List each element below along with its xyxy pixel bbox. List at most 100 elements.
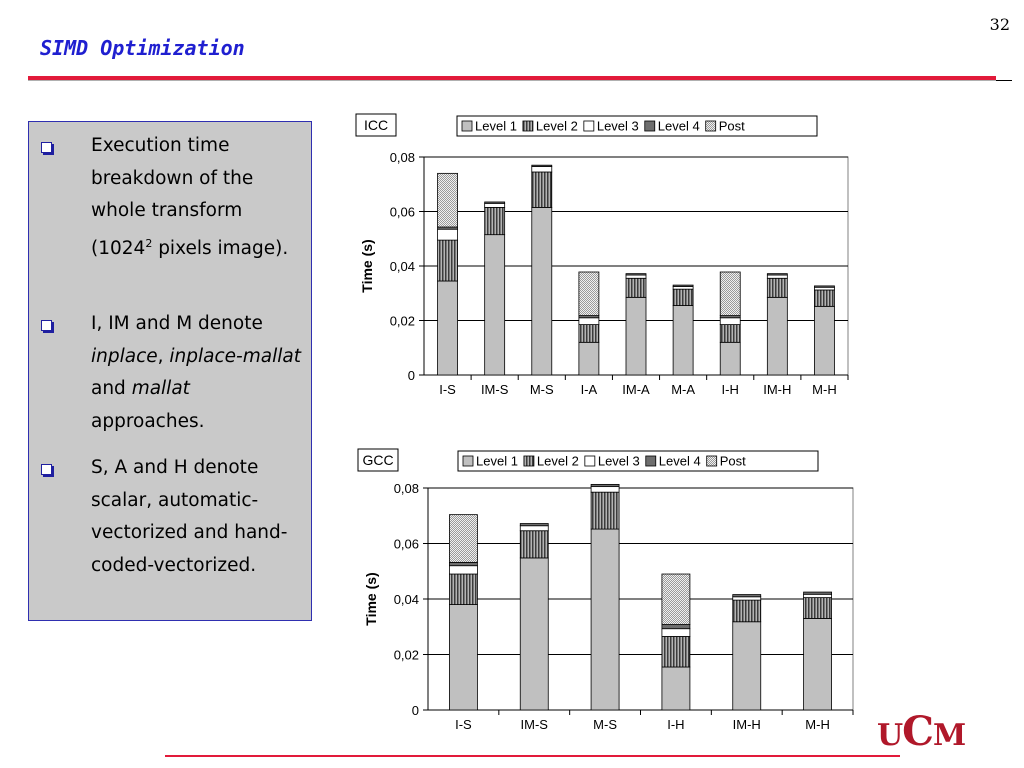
bar-segment xyxy=(484,202,506,208)
y-tick-label: 0,02 xyxy=(394,648,419,663)
bar-segment xyxy=(449,514,478,563)
bullet-text-fragment: pixels image). xyxy=(152,237,289,259)
bar-segment xyxy=(661,628,691,637)
bullet-text-fragment: mallat xyxy=(131,378,190,399)
x-tick-label: M-H xyxy=(812,382,837,397)
x-tick-label: I-S xyxy=(439,382,456,397)
bar-segment xyxy=(449,565,478,575)
bar-segment xyxy=(590,483,620,488)
y-tick-label: 0,06 xyxy=(394,537,419,552)
bar-segment xyxy=(803,593,832,599)
bar-segment xyxy=(531,171,553,208)
y-tick-label: 0,06 xyxy=(390,205,415,220)
ucm-logo-letter: U xyxy=(877,718,903,753)
bar-segment xyxy=(814,286,835,291)
bar-segment xyxy=(484,201,506,204)
bullet-text-fragment: and xyxy=(91,378,132,399)
bar-segment xyxy=(519,525,549,532)
y-tick-label: 0,04 xyxy=(394,592,419,607)
bar-segment xyxy=(625,296,647,376)
legend-label: Level 3 xyxy=(598,454,640,469)
bullet-square-icon xyxy=(41,464,52,475)
x-tick-label: IM-S xyxy=(481,382,509,397)
chart-legend: Level 1 Level 2 Level 3 Level 4 Post xyxy=(457,450,819,472)
bar-segment xyxy=(449,561,478,567)
bullet-text: S, A and H denote scalar, automatic-vect… xyxy=(91,452,306,582)
legend-frame xyxy=(456,115,818,137)
legend-swatch xyxy=(583,120,595,132)
bar-segment xyxy=(437,172,458,228)
bullet-square-icon xyxy=(41,320,52,331)
legend-label: Level 4 xyxy=(658,119,700,134)
x-tick-label: I-A xyxy=(581,382,598,397)
bar-segment xyxy=(449,573,478,605)
legend-frame xyxy=(457,450,819,472)
legend-swatch xyxy=(645,455,657,467)
bar-segment xyxy=(437,228,458,241)
bullet-text: Execution time breakdown of the whole tr… xyxy=(91,130,306,265)
bar-segment xyxy=(578,271,600,316)
ucm-logo-letter: C xyxy=(902,708,934,755)
bar-segment xyxy=(661,636,691,668)
bullet-text-fragment: inplace-mallat xyxy=(169,345,301,367)
y-tick-label: 0,08 xyxy=(390,150,415,165)
bar-segment xyxy=(803,618,832,711)
bar-segment xyxy=(625,274,647,279)
bar-segment xyxy=(814,289,835,307)
icc-chart: ICC Level 1 Level 2 Level 3 Level 4 Post 0 0,02… xyxy=(355,113,849,397)
bar-segment xyxy=(766,296,788,376)
bar-segment xyxy=(672,284,694,287)
bullet-text-fragment: inplace xyxy=(91,345,158,367)
bar-segment xyxy=(519,523,549,527)
bar-segment xyxy=(803,591,832,595)
legend-label: Level 4 xyxy=(659,454,701,469)
chart-legend: Level 1 Level 2 Level 3 Level 4 Post xyxy=(456,115,818,137)
legend-swatch xyxy=(705,120,717,132)
bar-segment xyxy=(625,277,647,298)
legend-label: Level 2 xyxy=(536,119,578,134)
legend-label: Level 3 xyxy=(597,119,639,134)
y-tick-label: 0 xyxy=(408,368,415,383)
chart-title-box: ICC xyxy=(355,113,397,137)
y-tick-label: 0,08 xyxy=(394,481,419,496)
x-tick-label: M-S xyxy=(593,717,617,732)
bar-segment xyxy=(732,621,762,711)
title-divider xyxy=(28,76,996,80)
x-tick-label: I-S xyxy=(455,717,472,732)
bar-segment xyxy=(484,234,506,376)
bar-segment xyxy=(531,207,553,376)
chart-title-box: GCC xyxy=(357,448,399,472)
bar-segment xyxy=(732,596,762,601)
bar-segment xyxy=(590,491,620,530)
x-tick-label: IM-S xyxy=(521,717,549,732)
chart-title-frame xyxy=(355,113,397,137)
bullet-text-fragment: Execution time breakdown of the whole tr… xyxy=(91,135,254,259)
bar-segment xyxy=(672,288,694,306)
y-axis-label: Time (s) xyxy=(363,572,379,625)
bar-segment xyxy=(625,273,647,276)
bar-segment xyxy=(766,274,788,279)
legend-label: Post xyxy=(720,454,746,469)
legend-swatch xyxy=(522,120,534,132)
bar-segment xyxy=(766,277,788,298)
bar-segment xyxy=(590,528,620,711)
bar-segment xyxy=(814,285,835,288)
bar-segment xyxy=(661,624,691,630)
bullet-text-fragment: S, A and H denote scalar, automatic-vect… xyxy=(91,457,288,576)
x-tick-label: M-S xyxy=(530,382,554,397)
legend-label: Level 2 xyxy=(537,454,579,469)
slide-number: 32 xyxy=(989,15,1010,34)
y-tick-label: 0,04 xyxy=(390,259,415,274)
bar-segment xyxy=(519,530,549,559)
bar-segment xyxy=(531,164,553,167)
y-tick-label: 0,02 xyxy=(390,314,415,329)
legend-swatch xyxy=(706,455,718,467)
bar-segment xyxy=(578,341,600,376)
legend-swatch xyxy=(523,455,535,467)
ucm-logo-text: UCM xyxy=(877,708,966,755)
ucm-logo: UCM xyxy=(877,708,966,755)
title-divider-extension xyxy=(996,80,1012,81)
legend-swatch xyxy=(462,455,474,467)
x-tick-label: IM-H xyxy=(763,382,791,397)
bar-segment xyxy=(719,271,741,316)
